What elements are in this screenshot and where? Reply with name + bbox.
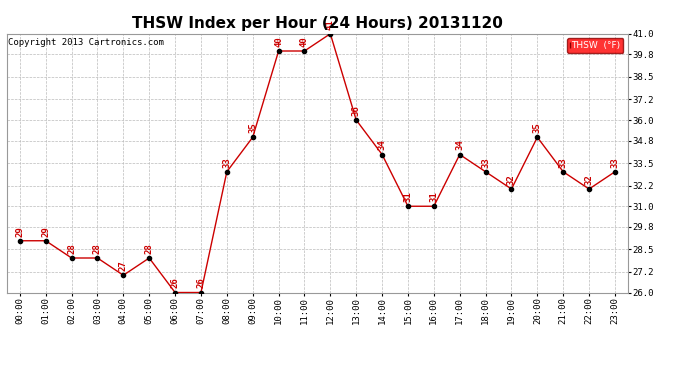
Text: 36: 36 [352,105,361,116]
Text: 28: 28 [145,243,154,254]
Text: 27: 27 [119,260,128,271]
Text: 29: 29 [15,226,24,237]
Text: 32: 32 [507,174,516,185]
Text: 29: 29 [41,226,50,237]
Text: 32: 32 [584,174,593,185]
Title: THSW Index per Hour (24 Hours) 20131120: THSW Index per Hour (24 Hours) 20131120 [132,16,503,31]
Text: 31: 31 [404,191,413,202]
Text: 35: 35 [248,122,257,133]
Text: 31: 31 [429,191,438,202]
Text: 33: 33 [611,157,620,168]
Text: 28: 28 [93,243,102,254]
Text: 33: 33 [481,157,490,168]
Text: 40: 40 [300,36,309,47]
Text: Copyright 2013 Cartronics.com: Copyright 2013 Cartronics.com [8,38,164,46]
Text: 40: 40 [274,36,283,47]
Text: 41: 41 [326,19,335,30]
Text: 26: 26 [197,278,206,288]
Text: 33: 33 [222,157,231,168]
Text: 34: 34 [455,140,464,150]
Text: 33: 33 [559,157,568,168]
Text: 26: 26 [170,278,179,288]
Text: 35: 35 [533,122,542,133]
Text: 28: 28 [67,243,76,254]
Legend: THSW  (°F): THSW (°F) [567,38,623,53]
Text: 34: 34 [377,140,386,150]
